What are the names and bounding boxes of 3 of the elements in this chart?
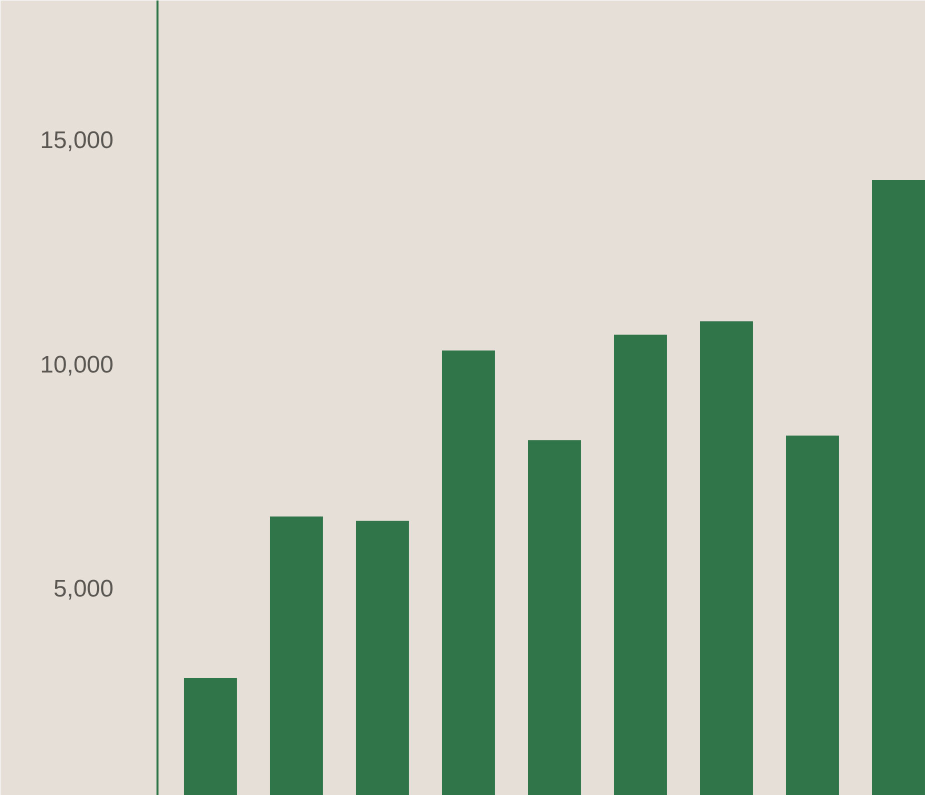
- y-tick-label: 10,000: [40, 351, 114, 378]
- y-tick-label: 15,000: [40, 127, 114, 154]
- y-tick-label: 5,000: [53, 576, 114, 603]
